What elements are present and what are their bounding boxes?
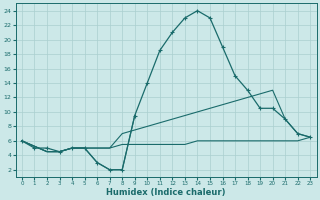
X-axis label: Humidex (Indice chaleur): Humidex (Indice chaleur)	[106, 188, 226, 197]
